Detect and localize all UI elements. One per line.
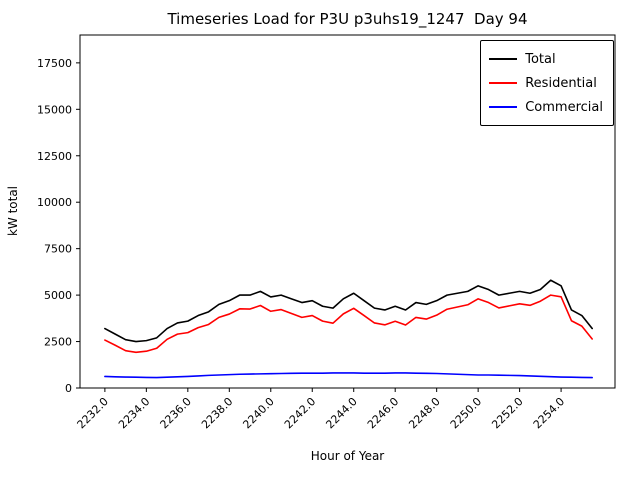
x-tick-label: 2254.0 [531,395,567,431]
x-tick-label: 2246.0 [365,395,401,431]
y-axis-label: kW total [6,185,20,237]
x-tick-label: 2240.0 [240,395,276,431]
series-line-commercial [104,372,593,379]
y-tick-label: 12500 [37,150,72,163]
x-tick-label: 2248.0 [406,395,442,431]
y-tick-label: 10000 [37,196,72,209]
legend-label-total: Total [525,51,556,67]
series-line-residential [104,294,593,354]
y-tick-label: 0 [65,382,72,395]
x-tick-label: 2232.0 [75,395,111,431]
x-tick-label: 2234.0 [116,395,152,431]
y-tick-label: 2500 [44,336,72,349]
y-tick-label: 5000 [44,289,72,302]
x-tick-label: 2242.0 [282,395,318,431]
chart-title: Timeseries Load for P3U p3uhs19_1247 Day… [167,10,528,28]
legend-line-commercial-icon [489,106,518,108]
x-tick-label: 2252.0 [489,395,525,431]
y-tick-label: 17500 [37,57,72,70]
legend: Total Residential Commercial [480,40,614,126]
x-tick-label: 2244.0 [323,395,359,431]
plot-area [79,34,616,389]
x-tick-label: 2250.0 [448,395,484,431]
legend-entry-residential: Residential [489,71,603,95]
legend-entry-commercial: Commercial [489,95,603,119]
y-tick-label: 15000 [37,103,72,116]
legend-entry-total: Total [489,47,603,71]
legend-line-residential-icon [489,82,518,84]
x-tick-label: 2238.0 [199,395,235,431]
x-axis-label: Hour of Year [310,449,385,463]
x-tick-label: 2236.0 [158,395,194,431]
legend-label-residential: Residential [525,75,597,91]
y-tick-label: 7500 [44,243,72,256]
legend-label-commercial: Commercial [525,99,603,115]
series-line-total [104,279,593,343]
legend-line-total-icon [489,58,518,60]
